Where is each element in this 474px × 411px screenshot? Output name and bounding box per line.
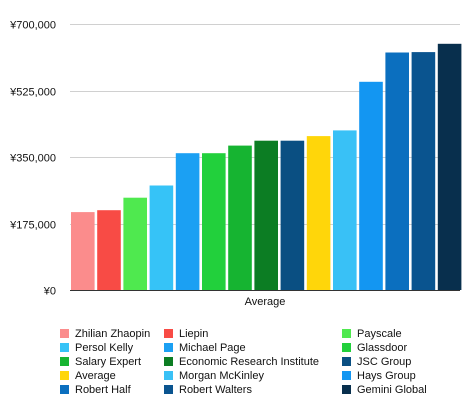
legend-item: Liepin (164, 327, 342, 340)
legend-label: Glassdoor (357, 341, 408, 354)
legend-label: JSC Group (357, 355, 412, 368)
legend-label: Economic Research Institute (179, 355, 320, 368)
legend-item: JSC Group (342, 355, 460, 368)
legend-swatch (60, 343, 69, 352)
y-tick-label: ¥0 (43, 286, 56, 298)
legend-swatch (164, 343, 173, 352)
legend-label: Morgan McKinley (179, 369, 264, 382)
x-category-label: Average (245, 296, 286, 308)
y-tick-label: ¥525,000 (9, 87, 56, 99)
legend-item: Persol Kelly (60, 341, 164, 354)
legend-swatch (342, 357, 351, 366)
legend-swatch (60, 371, 69, 380)
bar-persol-kelly (149, 185, 174, 290)
bar-liepin (97, 210, 121, 290)
y-tick-label: ¥350,000 (9, 153, 56, 165)
legend-swatch (342, 371, 351, 380)
legend-swatch (164, 371, 173, 380)
legend-swatch (164, 329, 173, 338)
bar-economic-research-institute (254, 140, 278, 290)
legend-swatch (60, 357, 69, 366)
legend-swatch (164, 357, 173, 366)
legend-item: Economic Research Institute (164, 355, 342, 368)
legend-item: Morgan McKinley (164, 369, 342, 382)
legend-item: Zhilian Zhaopin (60, 327, 164, 340)
legend-item: Payscale (342, 327, 460, 340)
legend-label: Persol Kelly (75, 341, 134, 354)
legend-item: Salary Expert (60, 355, 164, 368)
bar-glassdoor (202, 153, 226, 290)
legend-item: Glassdoor (342, 341, 460, 354)
legend-label: Payscale (357, 327, 402, 340)
y-tick-label: ¥700,000 (9, 20, 56, 32)
legend-item: Gemini Global (342, 383, 460, 396)
bar-michael-page (175, 153, 200, 290)
legend-swatch (342, 329, 351, 338)
bar-robert-half (385, 52, 409, 290)
bar-morgan-mckinley (333, 130, 357, 290)
legend-item: Average (60, 369, 164, 382)
legend-label: Robert Half (75, 383, 131, 396)
legend-label: Gemini Global (357, 383, 427, 396)
legend-label: Average (75, 369, 116, 382)
legend-item: Hays Group (342, 369, 460, 382)
y-tick-label: ¥175,000 (9, 220, 56, 232)
bar-payscale (123, 197, 147, 290)
legend-swatch (342, 385, 351, 394)
bars (71, 43, 462, 290)
legend-swatch (342, 343, 351, 352)
bar-salary-expert (228, 145, 252, 290)
legend-label: Michael Page (179, 341, 246, 354)
legend: Zhilian Zhaopin Liepin Payscale Persol K… (60, 327, 460, 396)
legend-label: Liepin (179, 327, 209, 340)
y-axis-tick-labels: ¥0 ¥175,000 ¥350,000 ¥525,000 ¥700,000 (9, 20, 56, 298)
bar-zhilian-zhaopin (71, 212, 95, 290)
bar-jsc-group (280, 140, 305, 290)
bar-gemini-global (437, 43, 462, 290)
legend-label: Hays Group (357, 369, 416, 382)
bar-hays-group (359, 81, 383, 290)
legend-item: Robert Walters (164, 383, 342, 396)
legend-swatch (60, 329, 69, 338)
legend-label: Salary Expert (75, 355, 142, 368)
bar-average (306, 136, 331, 290)
legend-label: Zhilian Zhaopin (75, 327, 151, 340)
legend-swatch (60, 385, 69, 394)
legend-swatch (164, 385, 173, 394)
legend-label: Robert Walters (179, 383, 252, 396)
bar-robert-walters (411, 52, 436, 290)
legend-item: Robert Half (60, 383, 164, 396)
legend-item: Michael Page (164, 341, 342, 354)
